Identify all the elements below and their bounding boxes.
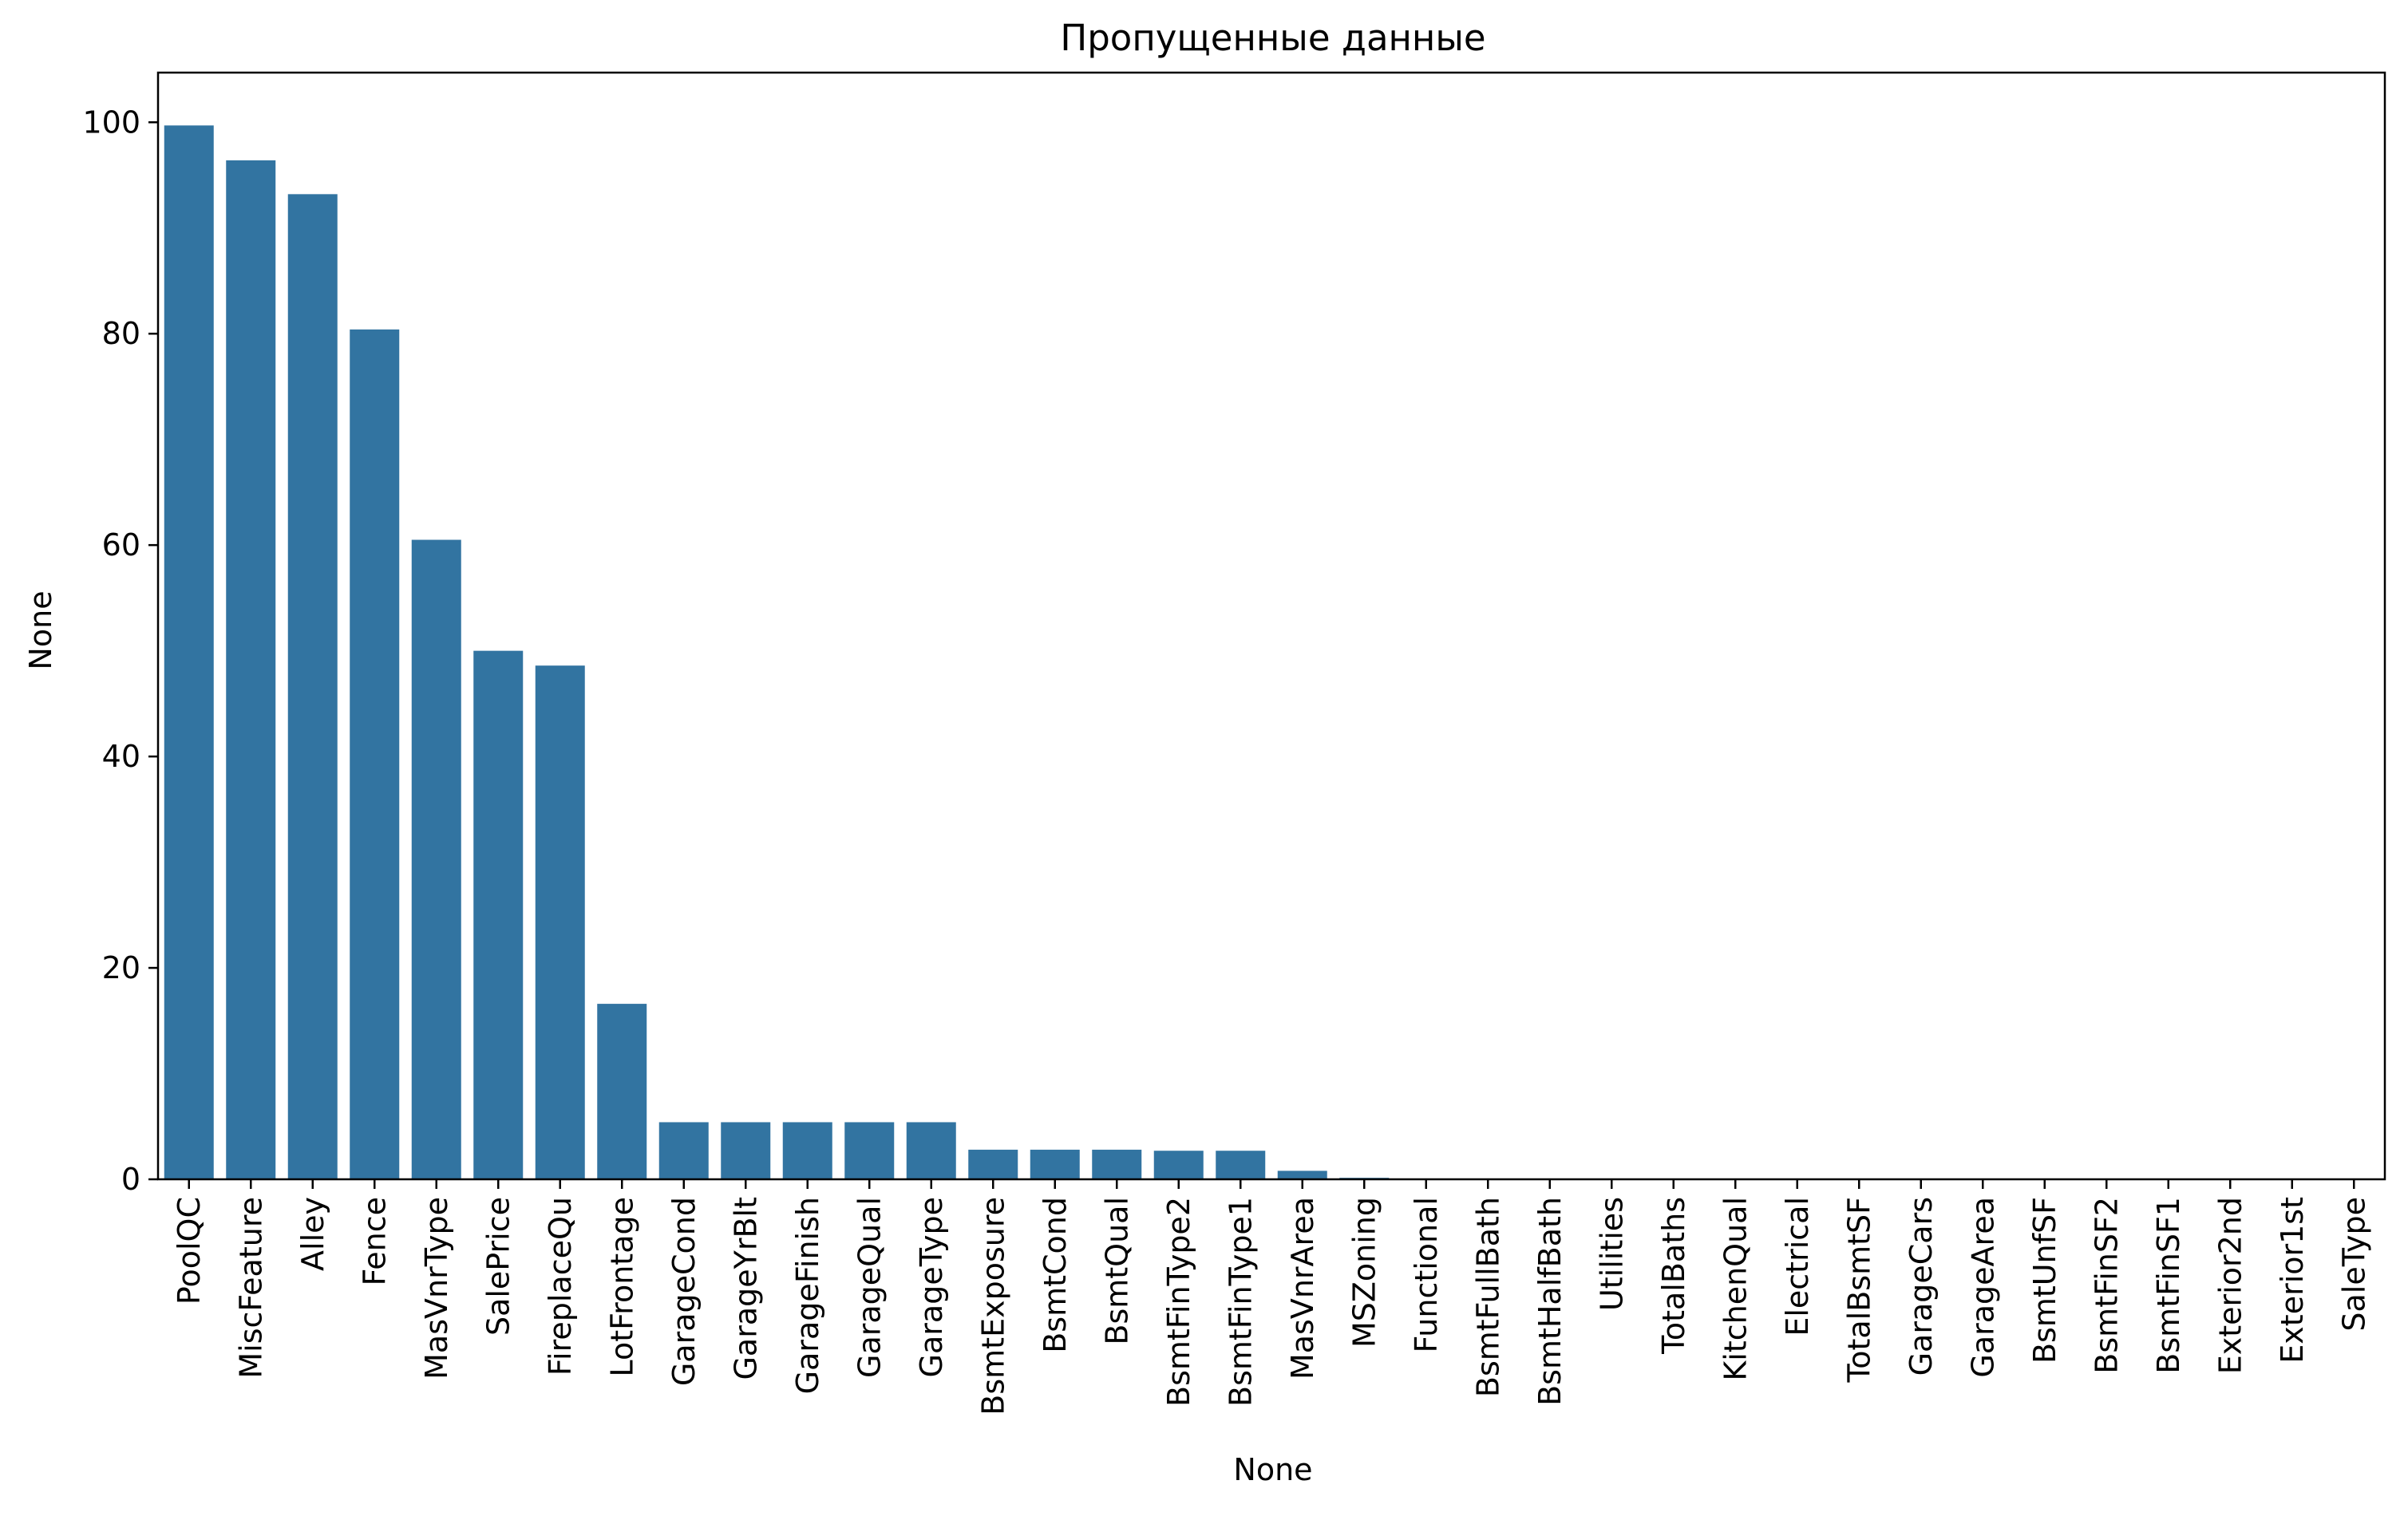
bar-GarageType <box>907 1122 956 1179</box>
chart-title: Пропущенные данные <box>1060 17 1485 59</box>
bar-Alley <box>288 194 338 1179</box>
x-axis-label: None <box>1233 1452 1312 1487</box>
x-tick-label: PoolQC <box>172 1197 207 1305</box>
x-tick-label: BsmtFinType1 <box>1223 1197 1258 1407</box>
bar-GarageCond <box>659 1122 709 1179</box>
x-tick-label: GarageQual <box>852 1197 887 1378</box>
x-tick-label: BsmtHalfBath <box>1532 1197 1568 1406</box>
x-tick-label: Utilities <box>1594 1197 1629 1311</box>
bar-GarageFinish <box>783 1122 832 1179</box>
x-tick-label: BsmtFullBath <box>1470 1197 1505 1397</box>
bar-BsmtExposure <box>968 1150 1018 1179</box>
x-tick-label: Electrical <box>1780 1197 1815 1336</box>
x-tick-label: GarageArea <box>1965 1197 2000 1378</box>
bar-BsmtQual <box>1092 1150 1141 1179</box>
x-tick-label: MSZoning <box>1346 1197 1382 1348</box>
x-tick-label: SalePrice <box>480 1197 516 1336</box>
x-tick-label: GarageCars <box>1904 1197 1939 1376</box>
y-axis-label: None <box>23 590 58 669</box>
x-tick-label: Exterior2nd <box>2212 1197 2248 1374</box>
bar-SalePrice <box>473 651 523 1179</box>
x-tick-label: KitchenQual <box>1718 1197 1753 1381</box>
x-tick-label: SaleType <box>2336 1197 2371 1332</box>
x-tick-label: BsmtFinSF2 <box>2089 1197 2124 1374</box>
x-tick-label: Exterior1st <box>2275 1197 2310 1364</box>
bar-MasVnrType <box>412 540 461 1179</box>
x-tick-label: Fence <box>357 1197 392 1286</box>
x-tick-label: GarageYrBlt <box>728 1197 763 1380</box>
bar-GarageYrBlt <box>721 1122 770 1179</box>
bar-MiscFeature <box>226 160 275 1179</box>
bar-LotFrontage <box>597 1004 646 1179</box>
y-tick-label: 60 <box>102 527 140 563</box>
x-tick-label: GarageType <box>914 1197 949 1377</box>
x-tick-label: TotalBaths <box>1656 1197 1691 1355</box>
x-tick-label: GarageCond <box>666 1197 702 1386</box>
x-tick-label: MiscFeature <box>233 1197 268 1379</box>
x-tick-label: BsmtExposure <box>975 1197 1010 1415</box>
bar-GarageQual <box>844 1122 894 1179</box>
x-tick-label: BsmtCond <box>1038 1197 1073 1353</box>
bar-PoolQC <box>164 125 214 1179</box>
bar-MasVnrArea <box>1278 1171 1327 1179</box>
y-tick-label: 40 <box>102 739 140 774</box>
x-tick-label: MasVnrArea <box>1285 1197 1320 1380</box>
x-tick-label: MasVnrType <box>419 1197 454 1380</box>
bar-BsmtCond <box>1030 1150 1080 1179</box>
bar-BsmtFinType2 <box>1154 1151 1204 1179</box>
bar-Fence <box>350 330 399 1179</box>
x-tick-label: BsmtFinType2 <box>1161 1197 1196 1407</box>
y-tick-label: 80 <box>102 316 140 351</box>
x-tick-label: LotFrontage <box>604 1197 639 1377</box>
bar-BsmtFinType1 <box>1216 1151 1265 1179</box>
x-tick-label: TotalBsmtSF <box>1841 1197 1876 1384</box>
x-tick-label: Functional <box>1409 1197 1444 1352</box>
bar-FireplaceQu <box>536 665 585 1179</box>
y-tick-label: 100 <box>82 105 140 140</box>
x-tick-label: FireplaceQu <box>543 1197 578 1376</box>
x-tick-label: BsmtUnfSF <box>2027 1197 2062 1364</box>
x-tick-label: BsmtFinSF1 <box>2151 1197 2186 1374</box>
x-tick-label: GarageFinish <box>790 1197 825 1394</box>
x-tick-label: Alley <box>295 1197 330 1271</box>
x-tick-label: BsmtQual <box>1099 1197 1134 1345</box>
y-tick-label: 0 <box>121 1162 140 1197</box>
y-tick-label: 20 <box>102 950 140 985</box>
